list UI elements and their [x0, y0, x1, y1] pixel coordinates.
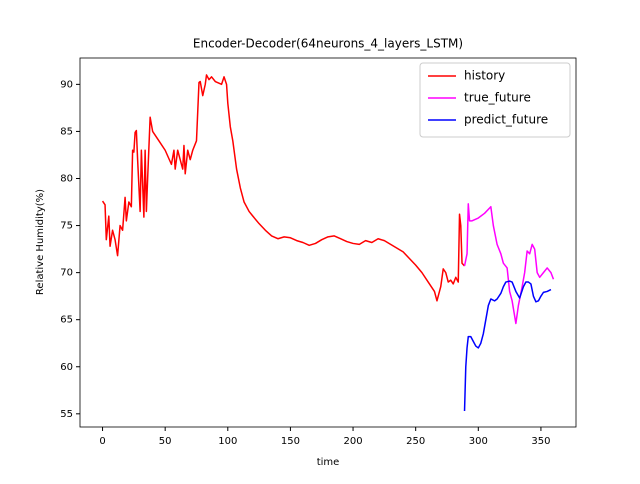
legend-box: [419, 62, 571, 138]
legend-label: true_future: [464, 91, 531, 105]
x-tick-label: 250: [406, 436, 425, 447]
legend-label: history: [464, 69, 505, 83]
x-tick-label: 50: [159, 436, 172, 447]
y-tick-label: 75: [60, 221, 73, 232]
y-tick-label: 55: [60, 409, 73, 420]
series-line: [101, 74, 466, 302]
y-tick-label: 60: [60, 362, 73, 373]
x-tick-label: 300: [469, 436, 488, 447]
chart-title: Encoder-Decoder(64neurons_4_layers_LSTM): [193, 37, 463, 51]
y-tick-label: 90: [60, 79, 73, 90]
y-tick-label: 65: [60, 315, 73, 326]
y-tick-label: 70: [60, 268, 73, 279]
x-tick-label: 100: [218, 436, 237, 447]
x-tick-label: 350: [531, 436, 550, 447]
x-axis-label: time: [317, 457, 340, 468]
y-tick-label: 85: [60, 126, 73, 137]
x-tick-label: 200: [344, 436, 363, 447]
x-tick-label: 0: [99, 436, 105, 447]
series-line: [463, 280, 552, 412]
legend-label: predict_future: [464, 113, 548, 127]
y-tick-label: 80: [60, 173, 73, 184]
series-line: [463, 203, 555, 325]
y-axis-label: Relative Humidity(%): [35, 189, 46, 295]
plot-frame: [79, 57, 577, 428]
x-tick-label: 150: [281, 436, 300, 447]
